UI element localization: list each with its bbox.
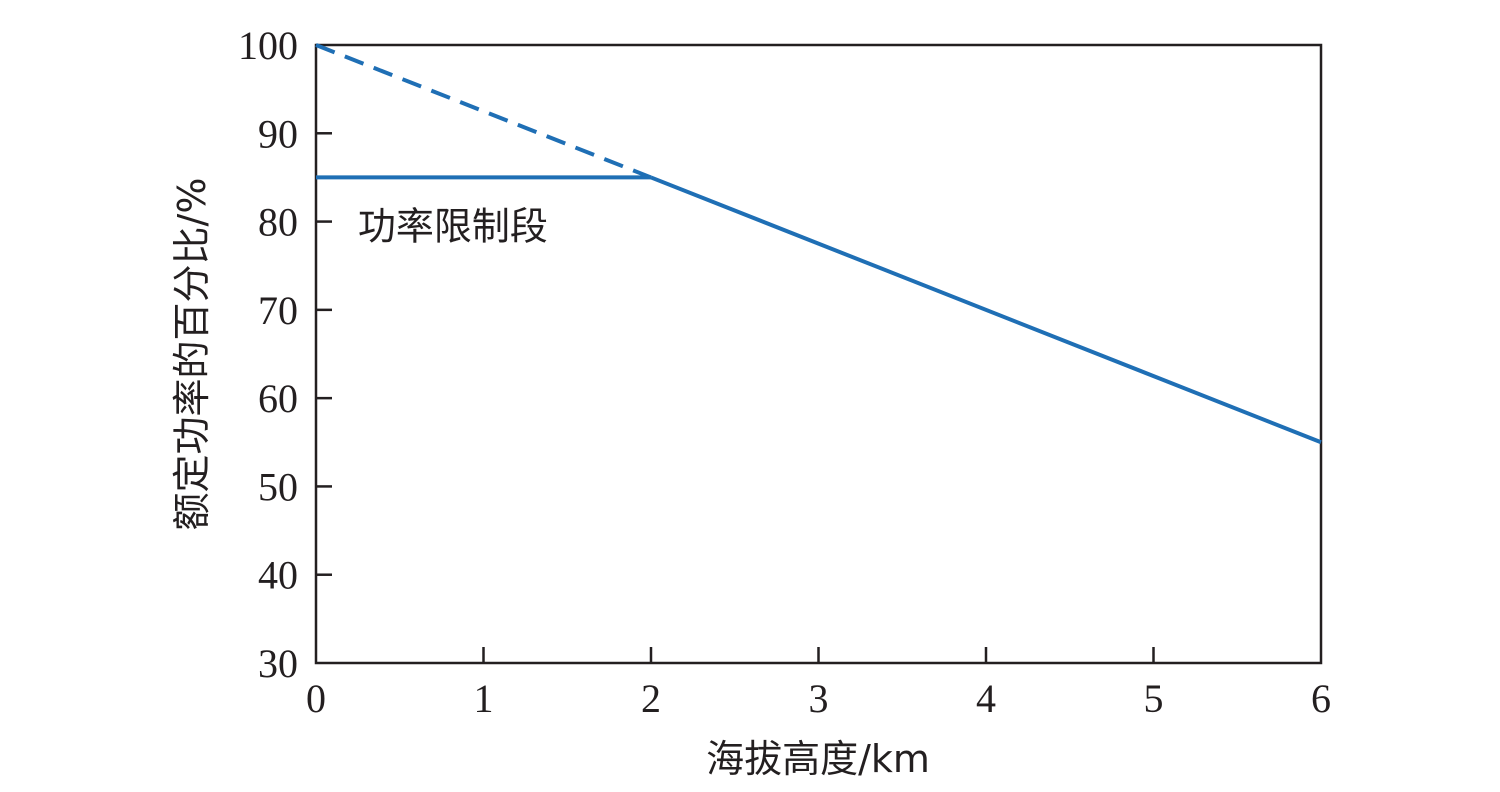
y-tick-label: 100 bbox=[238, 23, 298, 68]
solid-series-line bbox=[650, 175, 1322, 445]
y-axis-title: 额定功率的百分比/% bbox=[170, 178, 214, 531]
x-tick-label: 3 bbox=[809, 676, 829, 721]
y-tick-label: 60 bbox=[258, 376, 298, 421]
x-axis-title: 海拔高度/km bbox=[706, 737, 930, 781]
y-tick-label: 70 bbox=[258, 288, 298, 333]
x-tick-label: 6 bbox=[1311, 676, 1331, 721]
annotation-label: 功率限制段 bbox=[358, 205, 548, 249]
x-tick-label: 0 bbox=[306, 676, 326, 721]
tick-marks bbox=[316, 132, 1155, 663]
x-tick-label: 5 bbox=[1144, 676, 1164, 721]
tick-labels: 0 1 2 3 4 5 6 30 40 50 60 70 80 90 100 bbox=[238, 23, 1331, 721]
y-tick-label: 40 bbox=[258, 553, 298, 598]
y-tick-label: 90 bbox=[258, 111, 298, 156]
series-layer bbox=[315, 43, 1322, 445]
plot-frame bbox=[314, 43, 1323, 665]
x-tick-label: 2 bbox=[641, 676, 661, 721]
y-tick-label: 30 bbox=[258, 641, 298, 686]
y-tick-label: 80 bbox=[258, 200, 298, 245]
x-tick-label: 1 bbox=[474, 676, 494, 721]
annotation-layer: 功率限制段 bbox=[358, 205, 548, 249]
y-tick-label: 50 bbox=[258, 464, 298, 509]
x-tick-label: 4 bbox=[976, 676, 996, 721]
dashed-series-line bbox=[315, 43, 652, 180]
